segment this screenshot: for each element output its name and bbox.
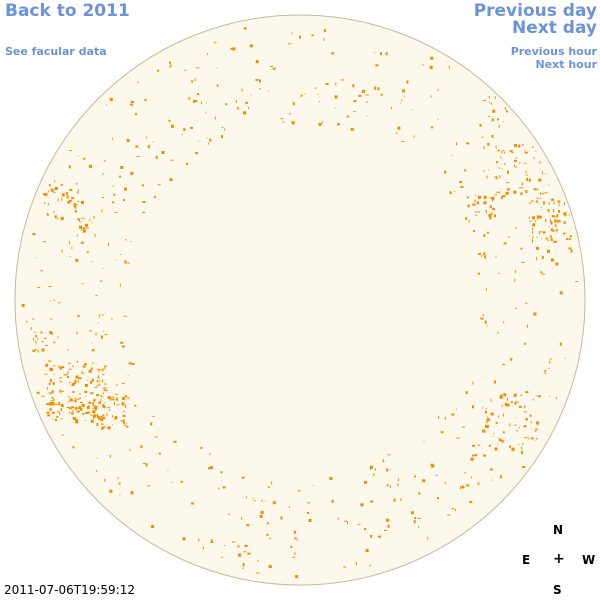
see-facular-data-link[interactable]: See facular data xyxy=(5,45,107,58)
facular-features xyxy=(21,27,579,579)
next-day-link[interactable]: Next day xyxy=(512,18,597,38)
compass-west-label: W xyxy=(582,553,596,567)
compass-south-label: S xyxy=(553,583,562,597)
compass-center-icon: + xyxy=(553,551,565,567)
previous-hour-link[interactable]: Previous hour xyxy=(510,45,597,58)
next-hour-link[interactable]: Next hour xyxy=(535,58,598,71)
previous-day-link[interactable]: Previous day xyxy=(473,1,597,21)
solar-disk xyxy=(14,14,586,586)
back-to-year-link[interactable]: Back to 2011 xyxy=(5,1,130,21)
observation-timestamp: 2011-07-06T19:59:12 xyxy=(4,583,135,597)
compass-east-label: E xyxy=(522,553,531,567)
compass-north-label: N xyxy=(553,523,564,537)
